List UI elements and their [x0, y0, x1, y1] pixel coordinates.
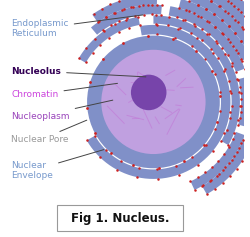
Polygon shape — [87, 25, 231, 179]
Polygon shape — [202, 138, 250, 194]
Polygon shape — [212, 0, 250, 25]
Polygon shape — [238, 77, 250, 127]
Circle shape — [101, 50, 206, 154]
Circle shape — [87, 36, 220, 168]
Polygon shape — [78, 17, 140, 63]
Text: Endoplasmic
Reticulum: Endoplasmic Reticulum — [11, 15, 143, 38]
Text: Nucleolus: Nucleolus — [11, 67, 146, 77]
Text: Nuclear
Envelope: Nuclear Envelope — [11, 150, 104, 180]
Polygon shape — [190, 0, 250, 49]
Polygon shape — [169, 6, 245, 72]
Polygon shape — [190, 132, 245, 190]
Text: Fig 1. Nucleus.: Fig 1. Nucleus. — [71, 212, 170, 224]
Text: Nuclear Pore: Nuclear Pore — [11, 120, 87, 144]
Text: Nucleoplasm: Nucleoplasm — [11, 100, 113, 121]
Polygon shape — [202, 0, 250, 35]
Polygon shape — [154, 15, 240, 145]
Polygon shape — [92, 0, 157, 22]
Polygon shape — [91, 5, 162, 35]
Text: Chromatin: Chromatin — [11, 83, 118, 99]
Circle shape — [131, 75, 166, 110]
Polygon shape — [248, 76, 250, 124]
Polygon shape — [178, 0, 250, 61]
FancyBboxPatch shape — [58, 205, 183, 231]
